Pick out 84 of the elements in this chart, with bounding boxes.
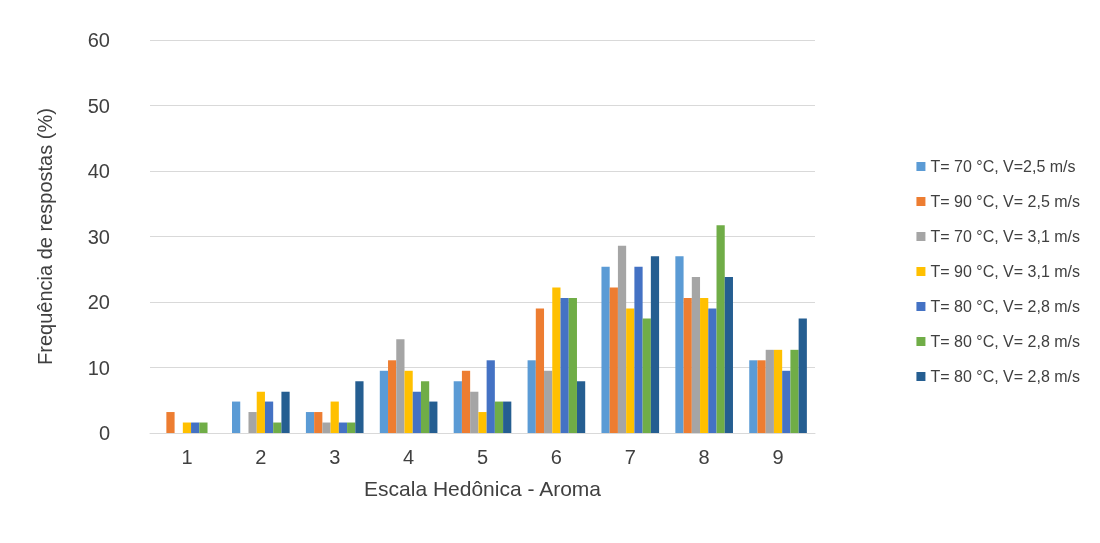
x-tick-label: 9 — [772, 446, 784, 468]
legend-label: T= 90 °C, V= 2,5 m/s — [930, 193, 1081, 210]
x-tick-label: 5 — [476, 446, 489, 468]
bar — [281, 391, 290, 433]
bar — [782, 370, 791, 433]
bar — [396, 339, 405, 433]
bar — [601, 266, 610, 433]
bar — [683, 298, 692, 433]
bar — [798, 318, 807, 433]
bar — [429, 401, 438, 433]
legend-label: T= 80 °C, V= 2,8 m/s — [930, 333, 1081, 350]
bar — [486, 360, 495, 433]
bar — [494, 401, 504, 433]
bar — [675, 256, 684, 433]
bar — [305, 412, 315, 433]
x-tick-label: 8 — [698, 446, 710, 468]
bar — [248, 412, 257, 433]
bar — [634, 266, 643, 433]
bar — [560, 298, 569, 433]
x-tick-label: 4 — [403, 446, 415, 468]
y-tick-label: 40 — [87, 160, 110, 182]
legend-label: T= 70 °C, V=2,5 m/s — [930, 158, 1076, 175]
bar — [388, 360, 397, 433]
y-tick-label: 0 — [98, 422, 110, 444]
legend-label: T= 90 °C, V= 3,1 m/s — [930, 263, 1081, 280]
bar — [347, 422, 356, 433]
bar — [749, 360, 758, 433]
bar — [724, 277, 733, 433]
bar — [650, 256, 660, 433]
bar — [708, 308, 717, 433]
bar — [199, 422, 208, 433]
bar — [314, 412, 323, 433]
y-axis-title: Frequência de respostas (%) — [34, 108, 56, 365]
bar — [412, 391, 421, 433]
y-tick-label: 30 — [87, 225, 110, 248]
bar — [322, 422, 331, 433]
bar — [470, 391, 479, 433]
bar — [568, 298, 577, 433]
bar — [355, 381, 364, 433]
bar — [166, 412, 175, 433]
bar — [691, 277, 701, 433]
bar — [544, 370, 553, 433]
y-tick-label: 50 — [87, 94, 110, 117]
bar — [527, 360, 536, 433]
bar — [535, 308, 545, 433]
x-tick-label: 1 — [181, 446, 193, 468]
x-tick-label: 3 — [329, 446, 341, 468]
bar — [256, 391, 265, 433]
bar — [338, 422, 348, 433]
x-tick-label: 6 — [550, 446, 562, 468]
y-tick-label: 20 — [87, 291, 110, 313]
bar — [191, 422, 200, 433]
bar — [453, 381, 462, 433]
bar — [503, 401, 512, 433]
bar — [264, 401, 274, 433]
bar — [273, 422, 282, 433]
bar — [576, 381, 586, 433]
legend-label: T= 80 °C, V= 2,8 m/s — [930, 368, 1081, 385]
bar — [790, 349, 799, 433]
y-tick-label: 60 — [87, 29, 110, 51]
bar — [642, 318, 651, 433]
bar — [716, 225, 725, 433]
bar — [232, 401, 241, 433]
y-tick-label: 10 — [87, 356, 110, 379]
bar — [404, 370, 413, 433]
bar — [765, 349, 774, 433]
bar — [617, 245, 627, 433]
bar — [478, 412, 487, 433]
bar — [461, 370, 471, 433]
x-axis-title: Escala Hedônica - Aroma — [364, 477, 602, 500]
bar — [773, 349, 783, 433]
bar — [757, 360, 766, 433]
x-tick-label: 2 — [255, 446, 267, 468]
bar — [379, 370, 389, 433]
bar — [330, 401, 339, 433]
bar — [552, 287, 561, 433]
legend-label: T= 80 °C, V= 2,8 m/s — [930, 298, 1081, 315]
bar — [182, 422, 192, 433]
bar — [609, 287, 618, 433]
legend-label: T= 70 °C, V= 3,1 m/s — [930, 228, 1081, 245]
x-tick-label: 7 — [624, 446, 636, 468]
bar — [626, 308, 635, 433]
bar — [700, 298, 709, 433]
bar — [420, 381, 430, 433]
